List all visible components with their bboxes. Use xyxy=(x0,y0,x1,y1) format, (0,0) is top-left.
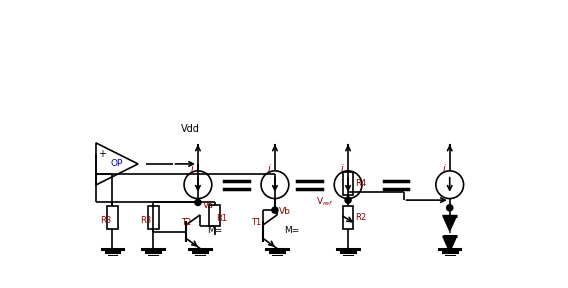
Text: Vb: Vb xyxy=(279,207,291,216)
Polygon shape xyxy=(443,215,457,231)
Text: i: i xyxy=(341,164,343,174)
Circle shape xyxy=(446,205,453,211)
Bar xyxy=(343,206,353,229)
Text: R3: R3 xyxy=(140,216,152,226)
Bar xyxy=(107,206,118,229)
Text: -: - xyxy=(101,168,104,179)
Text: Vdd: Vdd xyxy=(181,124,200,134)
Text: i: i xyxy=(190,164,193,174)
Text: R1: R1 xyxy=(216,214,228,223)
Text: R3: R3 xyxy=(99,216,111,226)
Bar xyxy=(343,172,353,195)
Text: T1: T1 xyxy=(250,218,261,227)
Circle shape xyxy=(272,207,278,213)
Text: V$_{ref}$: V$_{ref}$ xyxy=(316,195,334,208)
Circle shape xyxy=(345,197,351,203)
Text: T2: T2 xyxy=(181,218,191,227)
Text: M=: M= xyxy=(284,226,299,235)
Text: M=: M= xyxy=(207,226,223,235)
Text: R4: R4 xyxy=(355,179,366,188)
Text: Va: Va xyxy=(203,201,214,210)
Text: i: i xyxy=(442,164,445,174)
Bar xyxy=(210,205,220,226)
Bar xyxy=(148,206,158,229)
Text: i: i xyxy=(268,164,270,174)
Text: R2: R2 xyxy=(355,213,366,222)
Text: +: + xyxy=(98,149,106,159)
Polygon shape xyxy=(443,236,457,252)
Circle shape xyxy=(195,199,201,206)
Text: OP: OP xyxy=(111,160,123,168)
